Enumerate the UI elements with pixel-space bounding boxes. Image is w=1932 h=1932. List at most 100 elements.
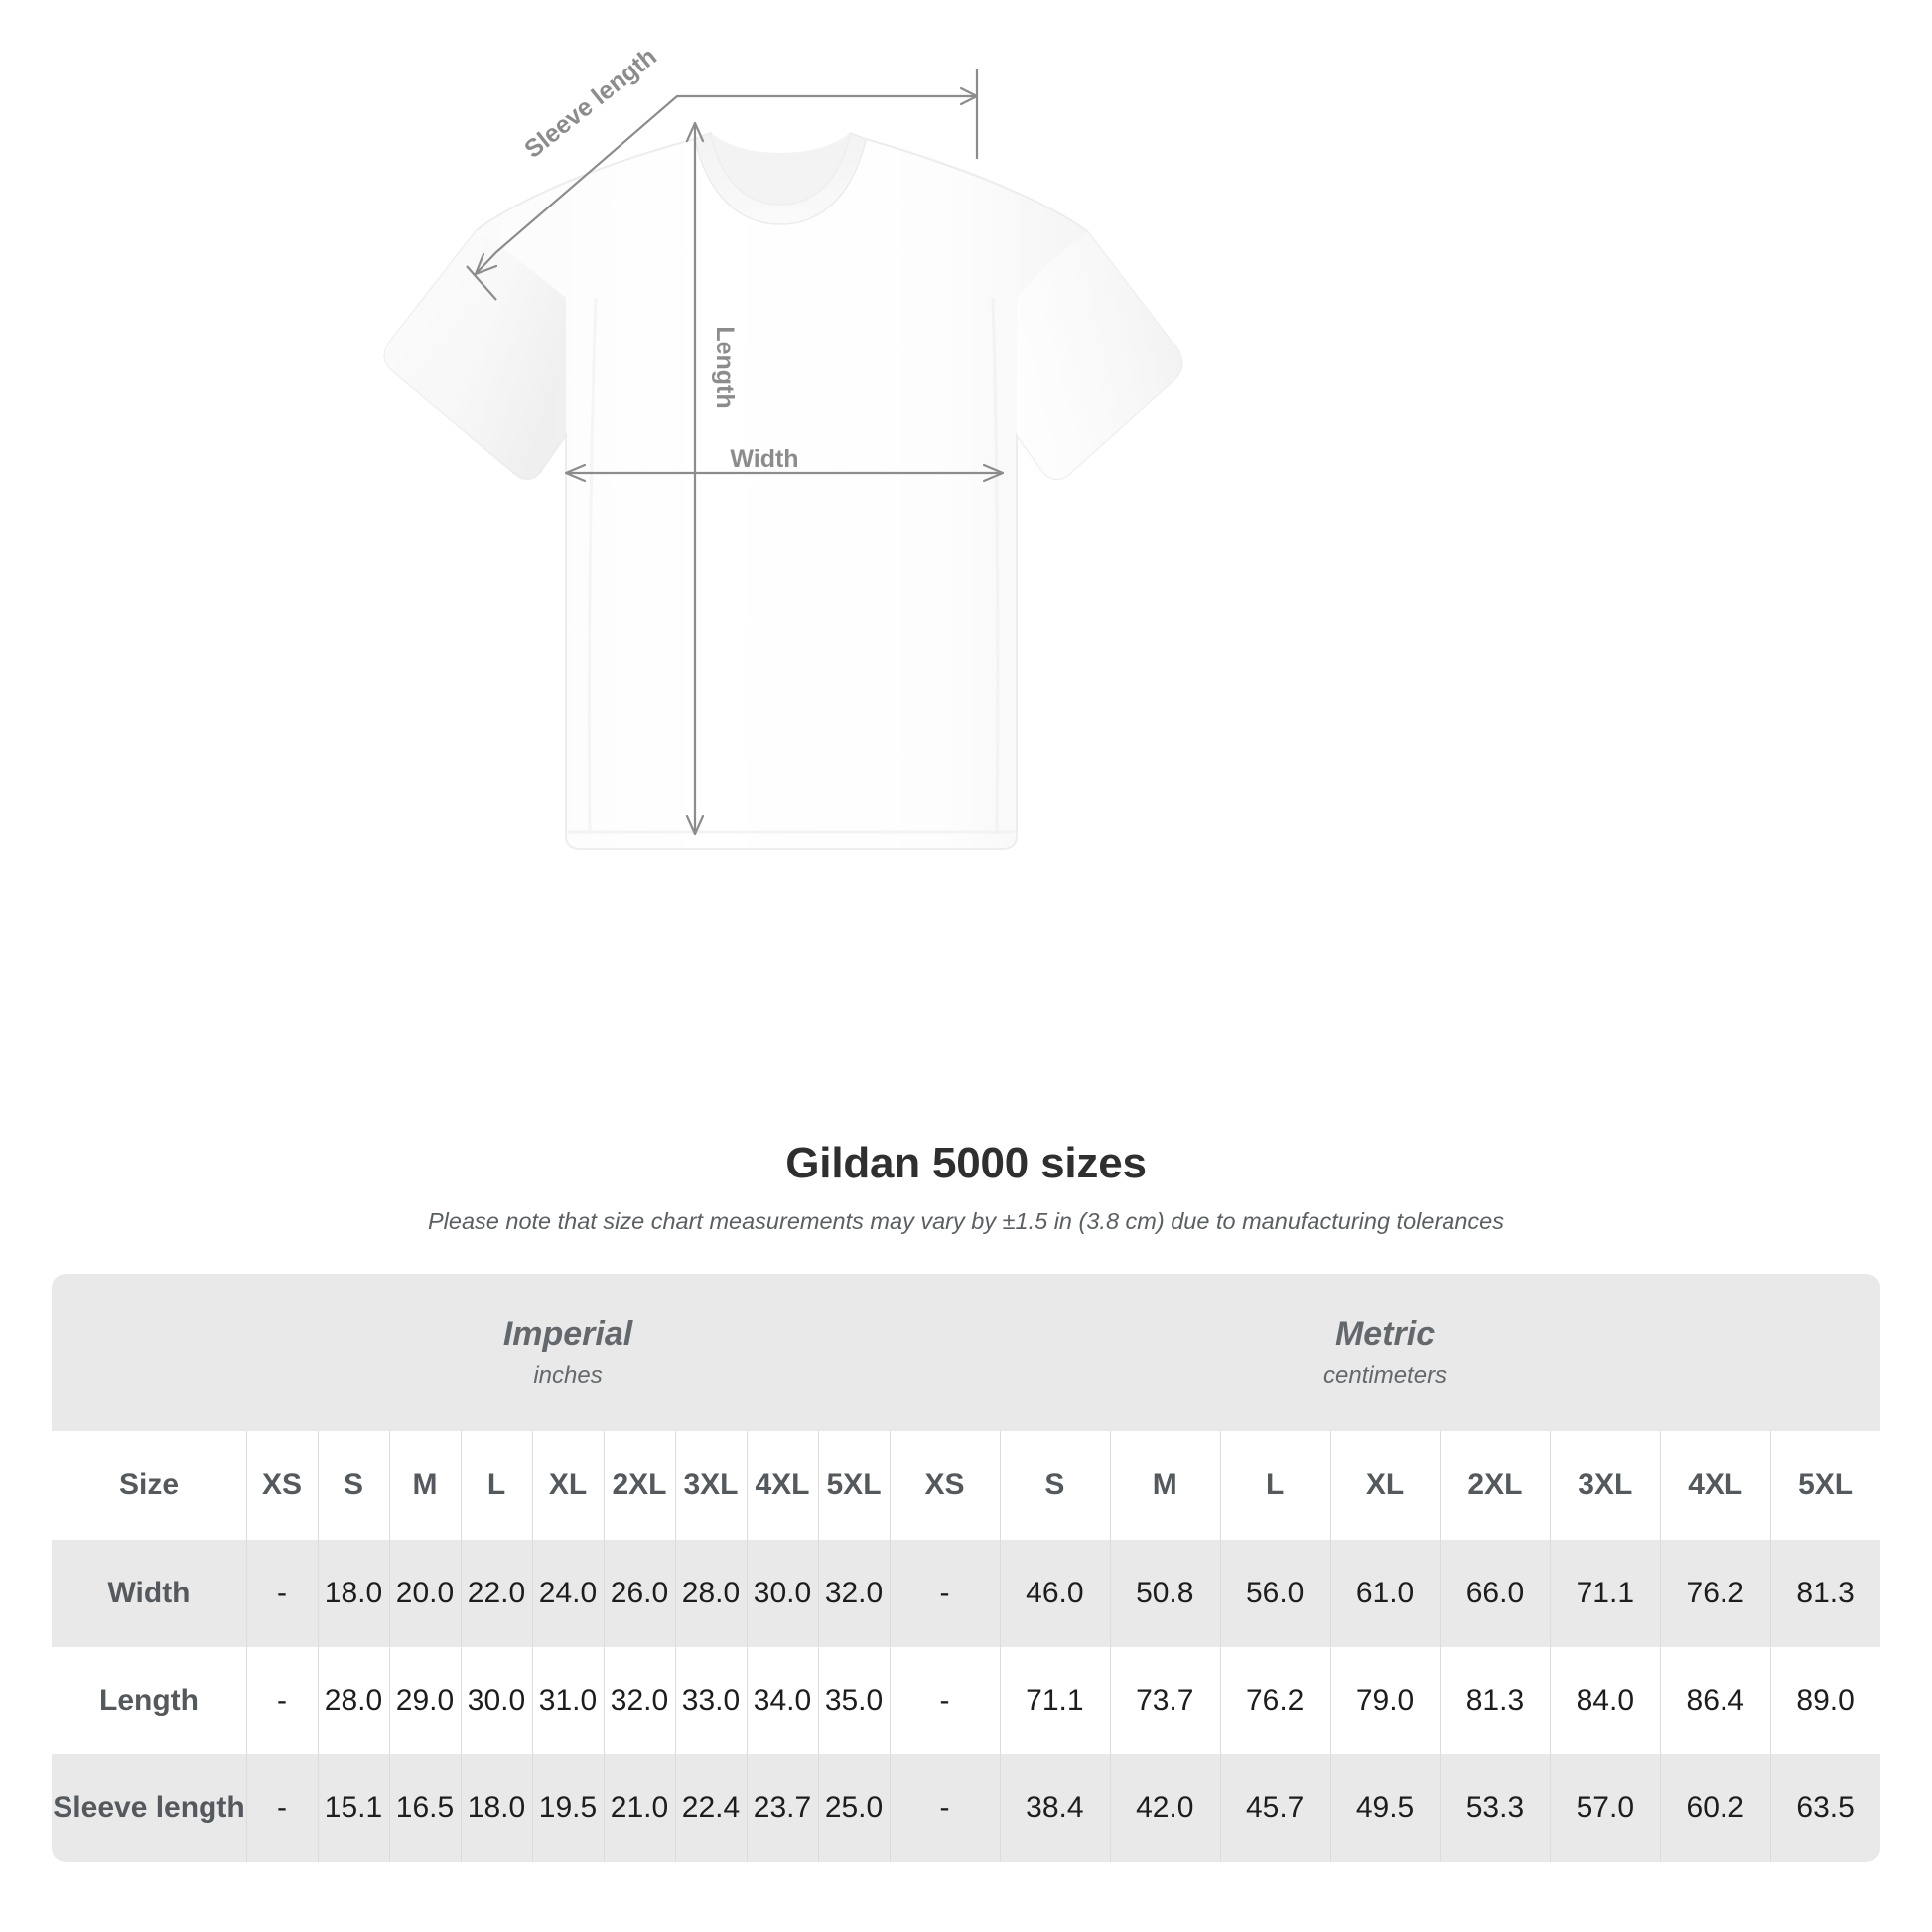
cell-width-imperial-3xl: 28.0 xyxy=(675,1540,747,1647)
cell-width-metric-xs: - xyxy=(890,1540,1000,1647)
size-header-metric-xs: XS xyxy=(890,1431,1000,1540)
size-chart-table-container: Imperial inches Metric centimeters Size XS S M L… xyxy=(52,1274,1881,1862)
measurement-label-sleeve-length: Sleeve length xyxy=(52,1754,246,1862)
measurement-label-width: Width xyxy=(52,1540,246,1647)
table-row: Length -28.0 29.0 30.0 31.0 32.0 33.0 34.0 35.0-… xyxy=(52,1647,1881,1754)
cell-sleeve-length-metric-m: 42.0 xyxy=(1109,1754,1220,1862)
cell-sleeve-length-imperial-4xl: 23.7 xyxy=(747,1754,818,1862)
size-header-imperial-xl: XL xyxy=(532,1431,604,1540)
tolerance-note: Please note that size chart measurements… xyxy=(428,1208,1504,1235)
cell-width-metric-s: 46.0 xyxy=(999,1540,1110,1647)
size-header-imperial-m: M xyxy=(389,1431,461,1540)
size-header-imperial-2xl: 2XL xyxy=(604,1431,675,1540)
cell-length-imperial-m: 29.0 xyxy=(389,1647,461,1754)
cell-width-metric-l: 56.0 xyxy=(1219,1540,1330,1647)
length-label: Length xyxy=(711,326,739,408)
unit-group-name: Metric xyxy=(1334,1314,1436,1353)
unit-group-imperial: Imperial inches xyxy=(246,1274,891,1431)
width-arrow-right xyxy=(982,463,1005,483)
length-arrow-top xyxy=(685,121,705,143)
cell-width-metric-5xl: 81.3 xyxy=(1770,1540,1881,1647)
cell-sleeve-length-imperial-5xl: 25.0 xyxy=(818,1754,891,1862)
cell-length-metric-2xl: 81.3 xyxy=(1440,1647,1551,1754)
cell-width-imperial-m: 20.0 xyxy=(389,1540,461,1647)
cell-width-imperial-2xl: 26.0 xyxy=(604,1540,675,1647)
cell-width-imperial-5xl: 32.0 xyxy=(818,1540,891,1647)
tshirt-graphic xyxy=(383,132,1183,850)
size-header-row: Size XS S M L XL 2XL 3XL 4XL 5XL XS S M L XL 2XL 3XL 4XL 5… xyxy=(52,1431,1881,1540)
cell-sleeve-length-metric-s: 38.4 xyxy=(999,1754,1110,1862)
cell-length-metric-5xl: 89.0 xyxy=(1770,1647,1881,1754)
size-header-metric-m: M xyxy=(1109,1431,1220,1540)
cell-length-imperial-2xl: 32.0 xyxy=(604,1647,675,1754)
cell-sleeve-length-imperial-2xl: 21.0 xyxy=(604,1754,675,1862)
cell-sleeve-length-metric-5xl: 63.5 xyxy=(1770,1754,1881,1862)
cell-length-imperial-s: 28.0 xyxy=(318,1647,389,1754)
size-header-imperial-5xl: 5XL xyxy=(818,1431,891,1540)
cell-width-metric-m: 50.8 xyxy=(1109,1540,1220,1647)
tshirt-measurement-diagram: Sleeve length Length Width xyxy=(383,43,1183,850)
size-header-imperial-xs: XS xyxy=(246,1431,318,1540)
size-header-metric-3xl: 3XL xyxy=(1550,1431,1661,1540)
unit-group-name: Imperial xyxy=(502,1314,633,1353)
page-title: Gildan 5000 sizes xyxy=(785,1139,1147,1187)
cell-sleeve-length-imperial-l: 18.0 xyxy=(461,1754,532,1862)
cell-width-metric-3xl: 71.1 xyxy=(1550,1540,1661,1647)
tshirt-fold-right xyxy=(991,297,1000,835)
unit-row-spacer xyxy=(52,1274,246,1431)
cell-length-imperial-l: 30.0 xyxy=(461,1647,532,1754)
cell-length-metric-m: 73.7 xyxy=(1109,1647,1220,1754)
size-header-metric-l: L xyxy=(1219,1431,1330,1540)
cell-width-metric-4xl: 76.2 xyxy=(1660,1540,1771,1647)
chart-header: Gildan 5000 sizes Please note that size … xyxy=(0,1139,1932,1236)
sleeve-length-arrow-start xyxy=(474,252,498,276)
cell-width-metric-xl: 61.0 xyxy=(1329,1540,1441,1647)
sleeve-length-label: Sleeve length xyxy=(519,43,662,164)
sleeve-length-tick-start xyxy=(466,265,497,301)
cell-width-imperial-l: 22.0 xyxy=(461,1540,532,1647)
cell-length-metric-3xl: 84.0 xyxy=(1550,1647,1661,1754)
length-arrow-bottom xyxy=(685,814,705,836)
cell-sleeve-length-metric-4xl: 60.2 xyxy=(1660,1754,1771,1862)
cell-sleeve-length-imperial-m: 16.5 xyxy=(389,1754,461,1862)
width-label: Width xyxy=(730,445,798,473)
measurement-label-length: Length xyxy=(52,1647,246,1754)
sleeve-length-guide-line xyxy=(475,94,977,275)
cell-width-imperial-xl: 24.0 xyxy=(532,1540,604,1647)
size-header-metric-4xl: 4XL xyxy=(1660,1431,1771,1540)
table-row: Sleeve length -15.1 16.5 18.0 19.5 21.0 22.4 23… xyxy=(52,1754,1881,1862)
cell-sleeve-length-metric-xl: 49.5 xyxy=(1329,1754,1441,1862)
cell-sleeve-length-imperial-xl: 19.5 xyxy=(532,1754,604,1862)
cell-sleeve-length-metric-2xl: 53.3 xyxy=(1440,1754,1551,1862)
size-header-imperial-3xl: 3XL xyxy=(675,1431,747,1540)
size-column-header: Size xyxy=(52,1431,246,1540)
cell-length-metric-xs: - xyxy=(890,1647,1000,1754)
cell-length-imperial-4xl: 34.0 xyxy=(747,1647,818,1754)
cell-sleeve-length-imperial-xs: - xyxy=(246,1754,318,1862)
sleeve-length-arrow-end xyxy=(959,86,979,106)
cell-width-imperial-xs: - xyxy=(246,1540,318,1647)
size-chart-table: Imperial inches Metric centimeters Size XS S M L… xyxy=(52,1274,1881,1862)
size-header-imperial-l: L xyxy=(461,1431,532,1540)
unit-group-subtitle: inches xyxy=(533,1361,603,1389)
cell-length-metric-s: 71.1 xyxy=(999,1647,1110,1754)
tshirt-fold-left xyxy=(587,297,598,835)
cell-length-metric-4xl: 86.4 xyxy=(1660,1647,1771,1754)
cell-width-imperial-4xl: 30.0 xyxy=(747,1540,818,1647)
width-arrow-left xyxy=(564,463,587,483)
cell-sleeve-length-metric-xs: - xyxy=(890,1754,1000,1862)
unit-group-subtitle: centimeters xyxy=(1323,1361,1448,1389)
cell-length-imperial-xs: - xyxy=(246,1647,318,1754)
size-header-metric-5xl: 5XL xyxy=(1770,1431,1881,1540)
unit-group-metric: Metric centimeters xyxy=(890,1274,1881,1431)
table-row: Width -18.0 20.0 22.0 24.0 26.0 28.0 30.0 32.0-4… xyxy=(52,1540,1881,1647)
cell-sleeve-length-metric-3xl: 57.0 xyxy=(1550,1754,1661,1862)
unit-group-row: Imperial inches Metric centimeters xyxy=(52,1274,1881,1431)
tshirt-right-sleeve xyxy=(1017,232,1182,480)
size-header-metric-2xl: 2XL xyxy=(1440,1431,1551,1540)
cell-width-imperial-s: 18.0 xyxy=(318,1540,389,1647)
cell-sleeve-length-imperial-s: 15.1 xyxy=(318,1754,389,1862)
cell-length-metric-l: 76.2 xyxy=(1219,1647,1330,1754)
tshirt-neck-opening xyxy=(711,133,850,205)
tshirt-left-sleeve xyxy=(384,230,566,480)
